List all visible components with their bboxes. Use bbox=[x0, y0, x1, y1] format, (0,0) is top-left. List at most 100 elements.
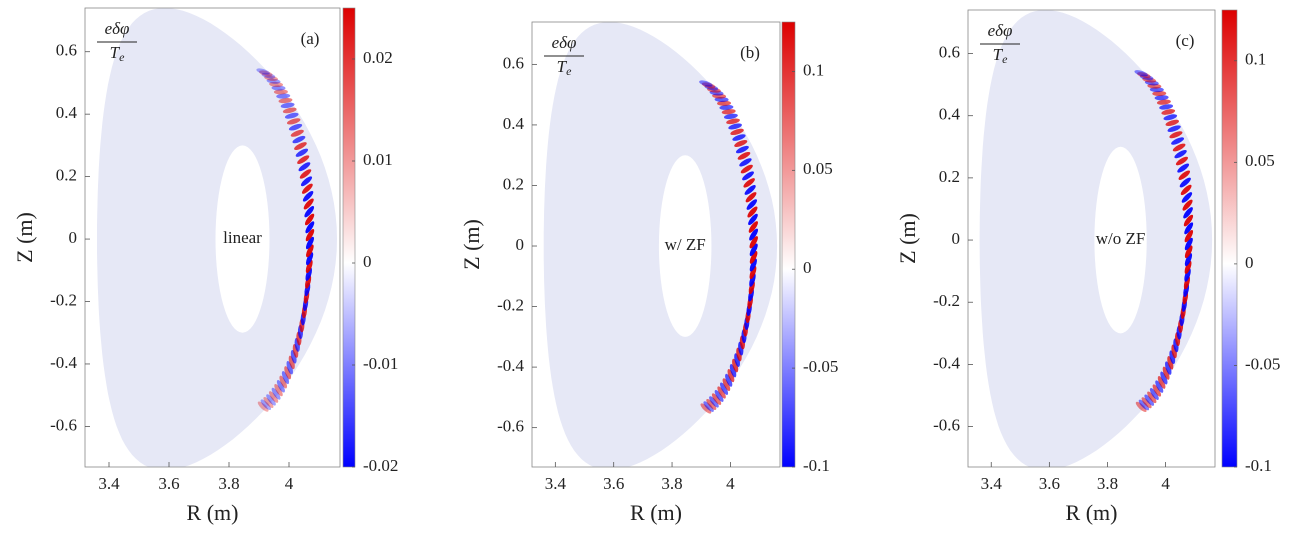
panel-annotation: (b) bbox=[740, 43, 760, 62]
fluctuation-pattern bbox=[256, 68, 270, 75]
colorbar-tick-label: 0.05 bbox=[803, 159, 833, 178]
y-tick-label: -0.4 bbox=[497, 356, 524, 375]
fluctuation-pattern bbox=[1137, 72, 1151, 79]
fluctuation-pattern bbox=[1184, 260, 1192, 274]
fluctuation-pattern bbox=[749, 273, 756, 287]
colorbar-tick-label: -0.05 bbox=[803, 357, 838, 376]
center-label: linear bbox=[223, 228, 262, 247]
fluctuation-pattern bbox=[1175, 156, 1188, 166]
colorbar-tick-label: -0.1 bbox=[803, 456, 830, 475]
panel-annotation: (a) bbox=[301, 29, 320, 48]
fluctuation-pattern bbox=[746, 199, 758, 210]
y-axis-label: Z (m) bbox=[459, 219, 484, 270]
colorbar-tick-label: 0.01 bbox=[363, 150, 393, 169]
cbar-label-numerator: eδφ bbox=[988, 21, 1013, 40]
y-tick-label: -0.2 bbox=[50, 290, 77, 309]
fluctuation-pattern bbox=[742, 171, 754, 181]
fluctuation-pattern bbox=[304, 213, 315, 226]
fluctuation-pattern bbox=[258, 70, 273, 77]
fluctuation-pattern bbox=[305, 259, 313, 274]
y-tick-label: 0.4 bbox=[56, 103, 78, 122]
fluctuation-pattern bbox=[288, 355, 295, 370]
y-tick-label: 0.2 bbox=[939, 167, 960, 186]
fluctuation-pattern bbox=[286, 361, 293, 375]
fluctuation-pattern bbox=[305, 221, 315, 234]
x-axis-label: R (m) bbox=[1066, 500, 1118, 525]
denominator: T bbox=[557, 57, 568, 76]
fluctuation-pattern bbox=[1184, 230, 1194, 243]
fluctuation-pattern bbox=[1155, 380, 1164, 393]
y-tick-label: 0 bbox=[69, 228, 78, 247]
fluctuation-pattern bbox=[299, 169, 312, 179]
fluctuation-pattern bbox=[1184, 245, 1193, 259]
fluctuation-pattern bbox=[292, 135, 306, 144]
fluctuation-pattern bbox=[261, 72, 276, 79]
fluctuation-pattern bbox=[297, 155, 310, 165]
fluctuation-pattern bbox=[745, 192, 757, 203]
x-tick-label: 3.8 bbox=[1097, 474, 1118, 493]
fluctuation-pattern bbox=[1144, 394, 1155, 406]
fluctuation-pattern bbox=[286, 118, 301, 125]
fluctuation-pattern bbox=[721, 109, 736, 115]
fluctuation-pattern bbox=[703, 401, 714, 412]
y-tick-label: 0.2 bbox=[503, 174, 524, 193]
colorbar-tick-label: 0.02 bbox=[363, 48, 393, 67]
fluctuation-pattern bbox=[1149, 388, 1159, 401]
denominator-sub: e bbox=[566, 64, 572, 78]
x-tick-label: 4 bbox=[726, 474, 735, 493]
fluctuation-pattern bbox=[1162, 366, 1170, 380]
plot-area bbox=[97, 8, 337, 467]
y-tick-label: 0.6 bbox=[503, 53, 524, 72]
fluctuation-pattern bbox=[305, 267, 312, 281]
x-tick-label: 3.4 bbox=[981, 474, 1003, 493]
denominator-sub: e bbox=[1002, 52, 1008, 66]
x-tick-label: 3.4 bbox=[98, 474, 120, 493]
fluctuation-pattern bbox=[264, 75, 278, 81]
fluctuation-pattern bbox=[727, 369, 735, 383]
fluctuation-pattern bbox=[747, 206, 758, 218]
axes-frame bbox=[531, 21, 781, 468]
x-tick-label: 3.8 bbox=[218, 474, 239, 493]
fluctuation-pattern bbox=[1167, 356, 1174, 370]
fluctuation-pattern bbox=[271, 85, 286, 91]
y-tick-label: 0 bbox=[516, 235, 525, 254]
fluctuation-pattern bbox=[744, 185, 756, 195]
denominator-sub: e bbox=[119, 50, 125, 64]
colorbar bbox=[781, 21, 796, 468]
fluctuation-pattern bbox=[749, 228, 759, 241]
fluctuation-pattern bbox=[1163, 114, 1178, 121]
fluctuation-pattern bbox=[1154, 95, 1169, 101]
fluctuation-pattern bbox=[734, 139, 748, 147]
y-tick-label: 0.6 bbox=[939, 42, 960, 61]
colorbar-tick-label: -0.02 bbox=[363, 456, 398, 475]
fluctuation-pattern bbox=[1141, 397, 1152, 409]
cbar-label-denominator: Te bbox=[110, 43, 125, 64]
fluctuation-pattern bbox=[288, 123, 303, 131]
fluctuation-pattern bbox=[1179, 177, 1191, 188]
fluctuation-pattern bbox=[1152, 384, 1162, 397]
fluctuation-pattern bbox=[1172, 143, 1186, 152]
fluctuation-pattern bbox=[276, 380, 285, 393]
plot-area bbox=[979, 10, 1213, 467]
fluctuation-pattern bbox=[300, 176, 313, 187]
fluctuation-pattern bbox=[1165, 119, 1179, 127]
fluctuation-pattern bbox=[1184, 268, 1191, 282]
x-tick-label: 3.4 bbox=[545, 474, 567, 493]
fluctuation-pattern bbox=[1156, 99, 1171, 105]
fluctuation-pattern bbox=[735, 145, 749, 154]
fluctuation-pattern bbox=[276, 93, 291, 99]
fluctuation-pattern bbox=[749, 251, 758, 264]
fluctuation-pattern bbox=[1152, 90, 1167, 97]
fluctuation-pattern bbox=[278, 97, 293, 104]
fluctuation-pattern bbox=[749, 258, 757, 272]
fluctuation-pattern bbox=[281, 371, 290, 385]
colorbar-tick-label: 0.1 bbox=[1245, 50, 1266, 69]
fluctuation-pattern bbox=[280, 102, 295, 109]
colorbar bbox=[342, 7, 356, 468]
cbar-label-numerator: eδφ bbox=[105, 19, 130, 38]
colorbar-tick-label: 0.05 bbox=[1245, 151, 1275, 170]
fluctuation-pattern bbox=[257, 401, 269, 412]
axes-frame bbox=[84, 7, 341, 468]
y-tick-label: 0.4 bbox=[939, 105, 961, 124]
center-label: w/ ZF bbox=[665, 235, 706, 254]
